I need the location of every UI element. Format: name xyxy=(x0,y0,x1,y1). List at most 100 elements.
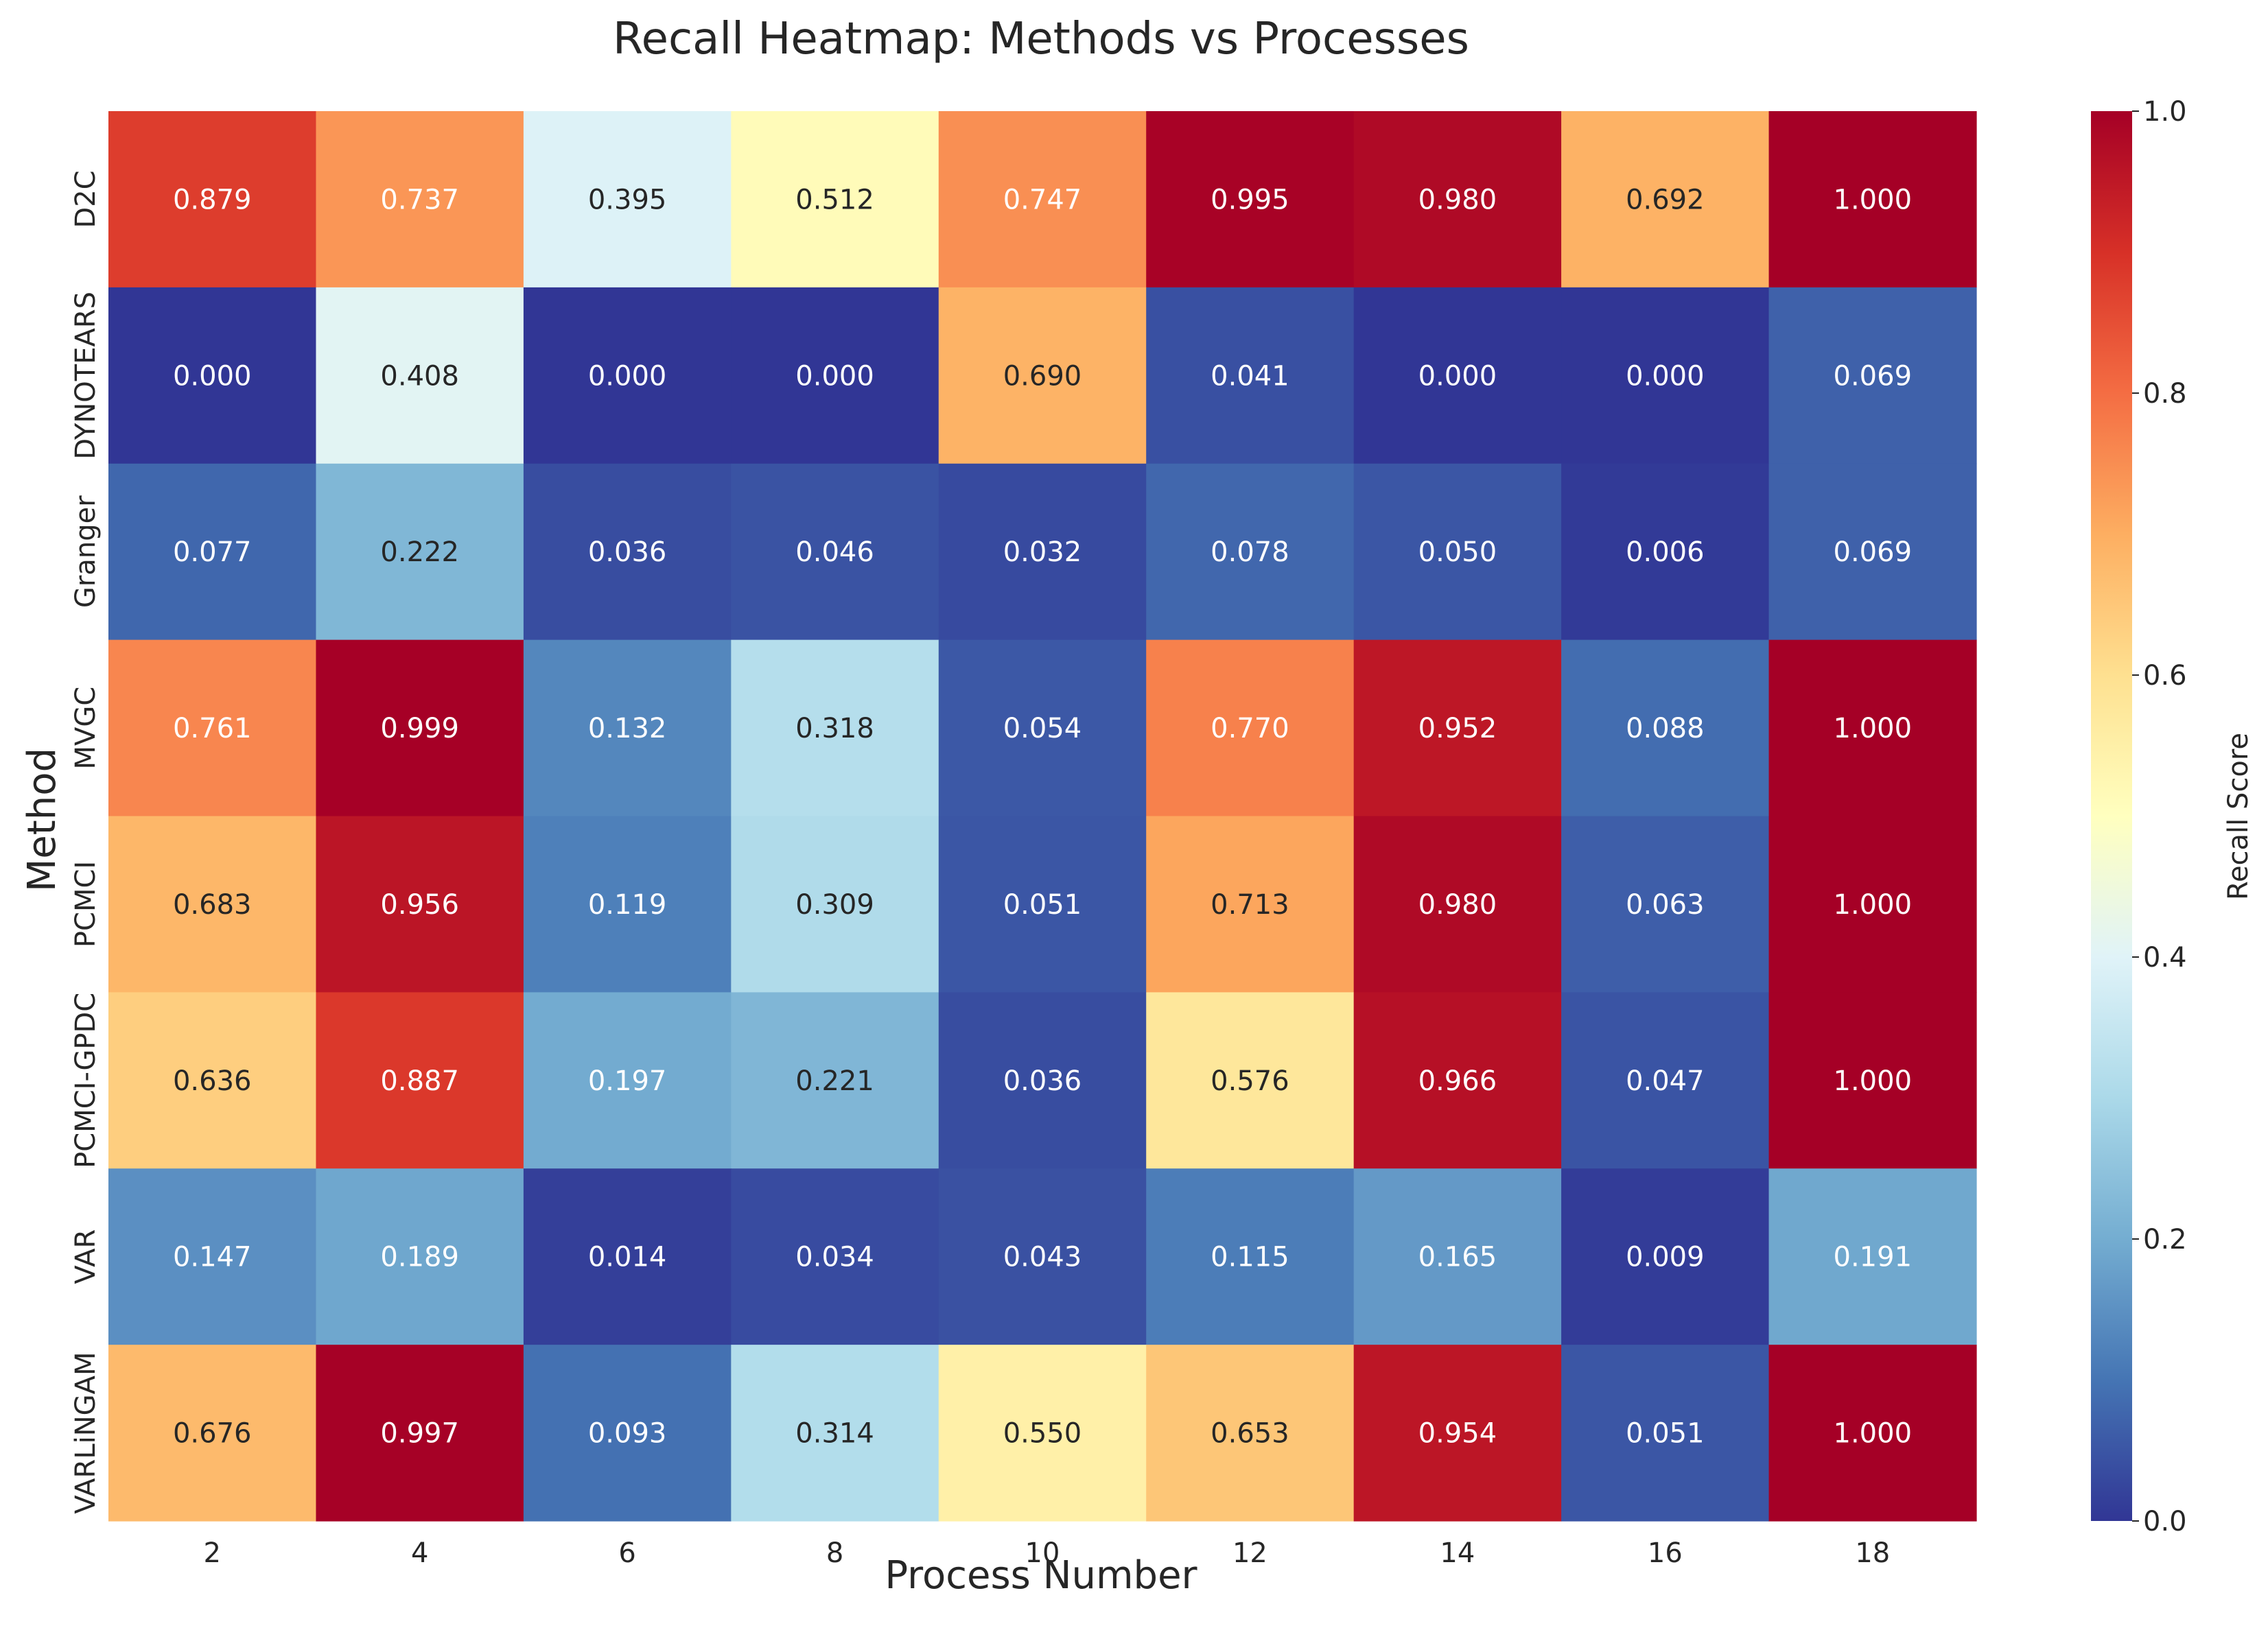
heatmap-cell xyxy=(938,639,1147,817)
heatmap-cell xyxy=(316,816,524,993)
heatmap-cell-value: 0.221 xyxy=(795,1065,874,1097)
heatmap-cell xyxy=(731,639,939,817)
heatmap-cell-value: 0.770 xyxy=(1211,713,1289,744)
heatmap-cell xyxy=(316,1168,524,1345)
heatmap-cell-value: 0.952 xyxy=(1418,713,1497,744)
heatmap-cell-value: 0.050 xyxy=(1418,536,1497,568)
heatmap-cell xyxy=(108,1345,317,1522)
heatmap-cell xyxy=(938,1345,1147,1522)
colorbar-ticks: 0.0 0.2 0.4 0.6 0.8 1.0 xyxy=(2132,96,2187,1537)
heatmap-cell-value: 0.690 xyxy=(1003,360,1082,392)
heatmap-cell xyxy=(1146,1345,1355,1522)
x-tick-label: 2 xyxy=(203,1537,220,1569)
heatmap-cell-value: 0.676 xyxy=(173,1418,252,1450)
y-tick-label: PCMCI xyxy=(70,861,102,947)
heatmap-cell-value: 0.189 xyxy=(380,1242,459,1273)
heatmap-cell-value: 0.887 xyxy=(380,1065,459,1097)
heatmap-cell-value: 0.000 xyxy=(173,360,252,392)
heatmap-cell-value: 0.132 xyxy=(588,713,667,744)
heatmap-cell-value: 0.069 xyxy=(1834,536,1913,568)
heatmap-cell-value: 0.051 xyxy=(1003,889,1082,921)
heatmap-cell-value: 0.395 xyxy=(588,184,667,215)
heatmap-cell-value: 1.000 xyxy=(1834,1065,1913,1097)
heatmap-cell xyxy=(938,816,1147,993)
colorbar-tick-label: 0.6 xyxy=(2143,660,2187,692)
heatmap-cell-value: 0.980 xyxy=(1418,184,1497,215)
colorbar xyxy=(2091,111,2132,1521)
heatmap-cell xyxy=(1768,111,1977,288)
heatmap-cell xyxy=(523,639,732,817)
heatmap-cell xyxy=(108,816,317,993)
heatmap-cell-value: 0.009 xyxy=(1626,1242,1705,1273)
heatmap-cell-value: 0.222 xyxy=(380,536,459,568)
heatmap-cells: 0.879 0.737 0.395 0.512 0.747 0.995 0.980 0.692… xyxy=(108,111,1977,1522)
y-tick-label: PCMCI-GPDC xyxy=(70,993,102,1168)
heatmap-cell xyxy=(1768,1168,1977,1345)
chart-title: Recall Heatmap: Methods vs Processes xyxy=(613,14,1469,64)
heatmap-cell xyxy=(938,992,1147,1169)
heatmap-cell-value: 0.054 xyxy=(1003,713,1082,744)
heatmap-cell-value: 0.047 xyxy=(1626,1065,1705,1097)
heatmap-cell-value: 0.036 xyxy=(1003,1065,1082,1097)
heatmap-cell-value: 0.093 xyxy=(588,1418,667,1450)
heatmap-cell xyxy=(731,1345,939,1522)
heatmap-cell xyxy=(1561,1168,1770,1345)
heatmap-cell xyxy=(1146,816,1355,993)
heatmap-cell-value: 0.309 xyxy=(795,889,874,921)
heatmap-cell xyxy=(1561,1345,1770,1522)
y-tick-label: Granger xyxy=(70,495,102,608)
heatmap-cell xyxy=(108,1168,317,1345)
heatmap-cell-value: 0.408 xyxy=(380,360,459,392)
heatmap-cell xyxy=(1353,111,1562,288)
heatmap-cell xyxy=(523,992,732,1169)
heatmap-cell xyxy=(1146,992,1355,1169)
heatmap-cell xyxy=(523,1168,732,1345)
heatmap-cell xyxy=(1768,287,1977,464)
heatmap-cell-value: 0.747 xyxy=(1003,184,1082,215)
heatmap-cell-value: 0.077 xyxy=(173,536,252,568)
colorbar-label: Recall Score xyxy=(2223,733,2254,900)
heatmap-cell xyxy=(1146,1168,1355,1345)
heatmap-cell xyxy=(1353,463,1562,641)
heatmap-cell xyxy=(108,992,317,1169)
y-tick-label: D2C xyxy=(70,170,102,228)
heatmap-cell xyxy=(1146,463,1355,641)
heatmap-cell xyxy=(523,111,732,288)
heatmap-cell xyxy=(108,463,317,641)
heatmap-cell xyxy=(1353,287,1562,464)
heatmap-cell xyxy=(316,463,524,641)
heatmap-cell-value: 0.069 xyxy=(1834,360,1913,392)
heatmap-cell-value: 1.000 xyxy=(1834,713,1913,744)
heatmap-cell-value: 0.036 xyxy=(588,536,667,568)
heatmap-cell-value: 0.046 xyxy=(795,536,874,568)
y-tick-label: DYNOTEARS xyxy=(70,292,102,460)
heatmap-cell xyxy=(938,111,1147,288)
heatmap-cell xyxy=(523,463,732,641)
heatmap-cell-value: 0.147 xyxy=(173,1242,252,1273)
heatmap-cell xyxy=(523,1345,732,1522)
heatmap-cell-value: 0.997 xyxy=(380,1418,459,1450)
heatmap-cell xyxy=(108,287,317,464)
y-axis-ticks: D2C DYNOTEARS Granger MVGC PCMCI PCMCI-GPDC VA… xyxy=(70,170,102,1513)
heatmap-cell xyxy=(1561,992,1770,1169)
heatmap-cell xyxy=(1768,463,1977,641)
heatmap-cell xyxy=(1768,1345,1977,1522)
colorbar-tick-label: 0.0 xyxy=(2143,1506,2187,1537)
heatmap-cell-value: 0.006 xyxy=(1626,536,1705,568)
heatmap-cell-value: 0.197 xyxy=(588,1065,667,1097)
heatmap-cell-value: 0.653 xyxy=(1211,1418,1289,1450)
heatmap-cell xyxy=(1353,816,1562,993)
heatmap-cell xyxy=(1146,639,1355,817)
heatmap-cell xyxy=(1561,111,1770,288)
heatmap-cell xyxy=(1353,1345,1562,1522)
heatmap-cell-value: 0.999 xyxy=(380,713,459,744)
heatmap-cell xyxy=(1561,639,1770,817)
heatmap-cell xyxy=(731,287,939,464)
heatmap-cell-value: 0.683 xyxy=(173,889,252,921)
heatmap-cell-value: 1.000 xyxy=(1834,1418,1913,1450)
heatmap-cell xyxy=(731,992,939,1169)
heatmap-cell xyxy=(938,1168,1147,1345)
heatmap-cell xyxy=(1768,639,1977,817)
colorbar-tick-label: 0.2 xyxy=(2143,1224,2187,1255)
